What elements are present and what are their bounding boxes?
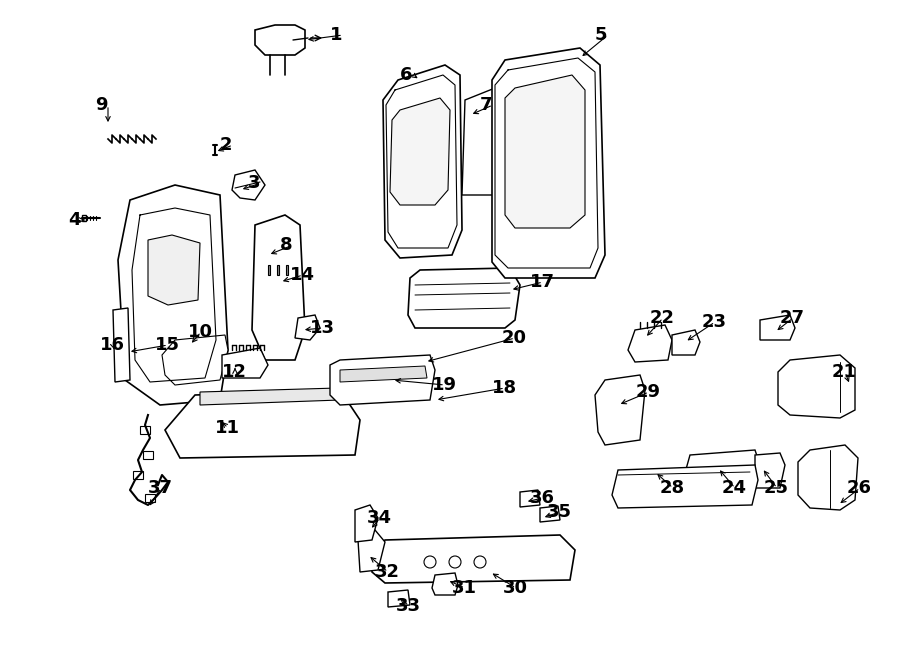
Polygon shape xyxy=(755,453,785,488)
Polygon shape xyxy=(358,530,385,572)
Polygon shape xyxy=(143,451,153,459)
Polygon shape xyxy=(390,98,450,205)
Text: 6: 6 xyxy=(400,66,412,84)
Text: 23: 23 xyxy=(702,313,727,331)
Polygon shape xyxy=(683,450,760,490)
Text: 34: 34 xyxy=(367,509,392,527)
Polygon shape xyxy=(113,308,130,382)
Polygon shape xyxy=(778,355,855,418)
Text: 5: 5 xyxy=(595,26,608,44)
Polygon shape xyxy=(295,315,320,340)
Polygon shape xyxy=(520,490,540,507)
Text: 19: 19 xyxy=(432,376,457,394)
Text: 17: 17 xyxy=(530,273,555,291)
Polygon shape xyxy=(432,573,458,595)
Text: 16: 16 xyxy=(100,336,125,354)
Polygon shape xyxy=(268,265,270,275)
Text: 30: 30 xyxy=(503,579,528,597)
Text: 26: 26 xyxy=(847,479,872,497)
Polygon shape xyxy=(133,471,143,479)
Polygon shape xyxy=(388,590,410,607)
Text: 7: 7 xyxy=(480,96,492,114)
Text: 29: 29 xyxy=(636,383,661,401)
Polygon shape xyxy=(340,366,427,382)
Polygon shape xyxy=(200,388,340,405)
Polygon shape xyxy=(162,335,228,385)
Text: 14: 14 xyxy=(290,266,315,284)
Circle shape xyxy=(449,556,461,568)
Circle shape xyxy=(424,556,436,568)
Polygon shape xyxy=(140,426,150,434)
Text: 25: 25 xyxy=(764,479,789,497)
Polygon shape xyxy=(383,65,462,258)
Text: 32: 32 xyxy=(375,563,400,581)
Polygon shape xyxy=(760,315,795,340)
Polygon shape xyxy=(798,445,858,510)
Text: 28: 28 xyxy=(660,479,685,497)
Text: 18: 18 xyxy=(492,379,517,397)
Polygon shape xyxy=(612,465,758,508)
Text: 22: 22 xyxy=(650,309,675,327)
Polygon shape xyxy=(145,494,155,502)
Text: 20: 20 xyxy=(502,329,527,347)
Polygon shape xyxy=(462,88,505,195)
Text: 2: 2 xyxy=(220,136,232,154)
Text: 13: 13 xyxy=(310,319,335,337)
Text: 8: 8 xyxy=(280,236,292,254)
Polygon shape xyxy=(252,215,305,360)
Polygon shape xyxy=(255,25,305,55)
Text: 9: 9 xyxy=(95,96,107,114)
Polygon shape xyxy=(595,375,645,445)
Polygon shape xyxy=(118,185,228,405)
Text: 4: 4 xyxy=(68,211,80,229)
Polygon shape xyxy=(82,215,86,221)
Text: 10: 10 xyxy=(188,323,213,341)
Text: 11: 11 xyxy=(215,419,240,437)
Polygon shape xyxy=(232,170,265,200)
Circle shape xyxy=(474,556,486,568)
Polygon shape xyxy=(492,48,605,278)
Text: 33: 33 xyxy=(396,597,421,615)
Polygon shape xyxy=(277,265,279,275)
Text: 36: 36 xyxy=(530,489,555,507)
Text: 27: 27 xyxy=(780,309,805,327)
Polygon shape xyxy=(628,325,672,362)
Text: 3: 3 xyxy=(248,174,260,192)
Polygon shape xyxy=(355,505,378,542)
Polygon shape xyxy=(286,265,288,275)
Polygon shape xyxy=(148,235,200,305)
Polygon shape xyxy=(222,348,268,378)
Polygon shape xyxy=(372,535,575,583)
Polygon shape xyxy=(540,506,560,522)
Polygon shape xyxy=(505,75,585,228)
Text: 31: 31 xyxy=(452,579,477,597)
Polygon shape xyxy=(672,330,700,355)
Polygon shape xyxy=(408,268,520,328)
Text: 24: 24 xyxy=(722,479,747,497)
Text: 21: 21 xyxy=(832,363,857,381)
Polygon shape xyxy=(165,390,360,458)
Text: 1: 1 xyxy=(330,26,343,44)
Text: 12: 12 xyxy=(222,363,247,381)
Polygon shape xyxy=(330,355,435,405)
Text: 15: 15 xyxy=(155,336,180,354)
Text: 37: 37 xyxy=(148,479,173,497)
Text: 35: 35 xyxy=(547,503,572,521)
